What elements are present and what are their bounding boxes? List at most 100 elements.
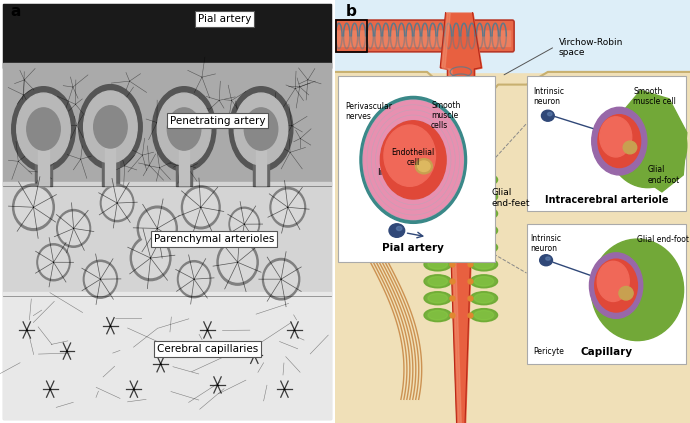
Ellipse shape [229, 207, 259, 241]
Text: Glial end-foot: Glial end-foot [638, 235, 689, 244]
Ellipse shape [470, 241, 497, 254]
Ellipse shape [415, 159, 433, 174]
Ellipse shape [397, 226, 402, 231]
Ellipse shape [12, 87, 75, 171]
Ellipse shape [424, 309, 451, 321]
Ellipse shape [598, 261, 629, 302]
FancyBboxPatch shape [336, 30, 511, 47]
Ellipse shape [428, 226, 448, 235]
Ellipse shape [360, 96, 466, 223]
Text: Virchow-Robin
space: Virchow-Robin space [558, 38, 623, 58]
Bar [35, 144, 52, 186]
Text: Endothelial
cell: Endothelial cell [392, 148, 435, 168]
Ellipse shape [470, 275, 497, 288]
Ellipse shape [235, 93, 288, 165]
Ellipse shape [424, 241, 451, 254]
Ellipse shape [404, 180, 409, 184]
Text: Capillary: Capillary [580, 347, 633, 357]
Ellipse shape [548, 113, 552, 116]
Ellipse shape [470, 258, 497, 271]
Ellipse shape [27, 108, 60, 150]
Ellipse shape [272, 190, 304, 224]
Ellipse shape [609, 103, 687, 188]
Ellipse shape [380, 121, 446, 199]
Ellipse shape [79, 85, 142, 169]
Text: Cerebral capillaries: Cerebral capillaries [157, 344, 258, 354]
Bar [526, 224, 687, 364]
Ellipse shape [598, 115, 640, 168]
Ellipse shape [591, 239, 684, 341]
Text: Glial
end-feet: Glial end-feet [491, 188, 529, 208]
Bar [102, 144, 119, 186]
Ellipse shape [94, 106, 127, 148]
Ellipse shape [244, 108, 278, 150]
Ellipse shape [470, 190, 497, 203]
Ellipse shape [57, 209, 90, 247]
FancyBboxPatch shape [333, 20, 514, 52]
Ellipse shape [262, 258, 299, 300]
Ellipse shape [83, 91, 137, 163]
Ellipse shape [139, 209, 175, 247]
Ellipse shape [474, 192, 493, 201]
Ellipse shape [540, 255, 553, 266]
Ellipse shape [623, 141, 637, 154]
Ellipse shape [396, 177, 412, 191]
Ellipse shape [184, 189, 218, 226]
Ellipse shape [428, 175, 448, 184]
Ellipse shape [470, 173, 497, 186]
Text: Parenchymal arterioles: Parenchymal arterioles [154, 234, 275, 244]
Ellipse shape [270, 187, 306, 227]
Bar [3, 292, 331, 419]
Bar [179, 144, 189, 186]
Text: Interneuron: Interneuron [377, 168, 431, 177]
Ellipse shape [130, 236, 171, 280]
Ellipse shape [102, 187, 132, 219]
Ellipse shape [428, 260, 448, 269]
Text: Intrinsic
neuron: Intrinsic neuron [530, 233, 561, 253]
Ellipse shape [15, 187, 52, 227]
Ellipse shape [595, 259, 638, 312]
Ellipse shape [424, 275, 451, 288]
Ellipse shape [12, 184, 55, 231]
Ellipse shape [177, 261, 210, 298]
Text: Intracerebral arteriole: Intracerebral arteriole [544, 195, 668, 205]
Bar [176, 144, 193, 186]
Ellipse shape [179, 263, 209, 295]
Ellipse shape [181, 186, 220, 229]
Ellipse shape [39, 246, 68, 278]
Ellipse shape [474, 260, 493, 269]
Bar [3, 63, 331, 186]
Ellipse shape [152, 87, 216, 171]
Ellipse shape [546, 257, 550, 260]
Ellipse shape [470, 207, 497, 220]
Bar [3, 182, 331, 296]
Ellipse shape [589, 253, 643, 319]
Ellipse shape [424, 258, 451, 271]
Ellipse shape [100, 184, 134, 222]
Ellipse shape [619, 286, 633, 300]
Ellipse shape [542, 110, 554, 121]
Ellipse shape [168, 108, 201, 150]
Bar [526, 76, 687, 212]
Ellipse shape [265, 261, 297, 297]
Ellipse shape [470, 224, 497, 237]
Ellipse shape [474, 243, 493, 252]
Ellipse shape [389, 224, 404, 237]
Ellipse shape [83, 260, 117, 298]
Bar [106, 144, 115, 186]
Ellipse shape [384, 125, 435, 187]
Ellipse shape [380, 121, 446, 199]
Ellipse shape [372, 110, 455, 209]
Bar [3, 4, 331, 68]
Text: Smooth
muscle cell: Smooth muscle cell [633, 87, 676, 106]
Ellipse shape [231, 209, 258, 239]
Bar [39, 144, 48, 186]
Ellipse shape [132, 239, 168, 277]
Ellipse shape [428, 243, 448, 252]
Ellipse shape [86, 263, 115, 296]
Ellipse shape [219, 242, 256, 282]
Ellipse shape [424, 224, 451, 237]
Ellipse shape [37, 244, 70, 281]
Bar [335, 0, 690, 72]
Ellipse shape [376, 115, 451, 204]
